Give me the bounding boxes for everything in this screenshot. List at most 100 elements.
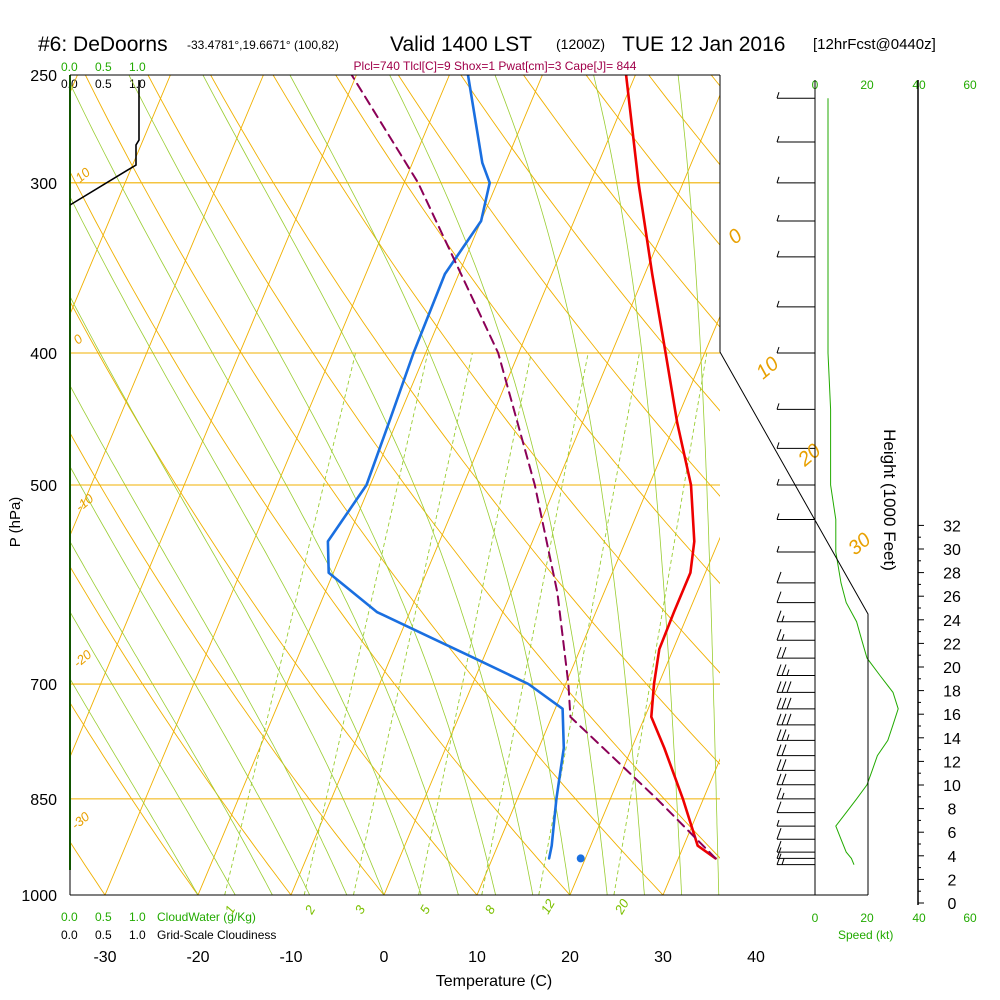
height-tick-label: 26: [943, 589, 961, 606]
y-tick-label: 500: [30, 478, 57, 495]
dry-adiabat-line: [710, 75, 720, 87]
temperature-surface-point: [730, 854, 738, 862]
height-tick-label: 28: [943, 566, 961, 583]
wind-barb-half-flag: [776, 346, 780, 354]
wind-barb-flag: [776, 801, 782, 813]
wind-barb: [776, 828, 815, 840]
x-tick-label: 30: [654, 949, 672, 966]
wind-barb-flag: [781, 759, 787, 771]
moist-adiabat-line: [677, 75, 720, 895]
wind-barb: [776, 759, 815, 771]
moist-adiabat-line: [70, 540, 273, 895]
speed-tick-bottom: 0: [812, 911, 819, 925]
wind-barb: [776, 214, 815, 222]
height-tick-label: 22: [943, 636, 961, 653]
temperature-axis-label: Temperature (C): [436, 973, 552, 990]
height-tick-label: 6: [948, 825, 957, 842]
isotherm-label: 10: [752, 353, 783, 384]
cloudiness-tick-bottom: 0.0: [61, 928, 78, 942]
height-tick-label: 16: [943, 707, 961, 724]
wind-barb-flag: [776, 759, 782, 771]
wind-barb-half-flag: [786, 734, 790, 741]
moist-adiabat-line: [70, 465, 310, 895]
height-tick-label: 20: [943, 660, 961, 677]
mixing-ratio-line: [224, 352, 356, 895]
station-title: #6: DeDoorns: [38, 33, 168, 56]
wind-barb-half-flag: [776, 300, 780, 308]
pressure-axis-label: P (hPa): [7, 497, 24, 548]
mixing-ratio-label: 3: [352, 902, 369, 916]
x-tick-label: 0: [380, 949, 389, 966]
y-tick-label: 1000: [21, 888, 57, 905]
wind-barb-flag: [786, 713, 792, 726]
wind-barb-half-flag: [786, 669, 790, 676]
x-tick-label: -20: [186, 949, 209, 966]
moist-adiabat-line: [70, 196, 422, 895]
height-tick-label: 4: [948, 849, 957, 866]
wind-barb-flag: [781, 646, 787, 659]
height-tick-label: 18: [943, 684, 961, 701]
wind-barb-flag: [776, 591, 782, 603]
wind-barb: [776, 681, 815, 693]
parcel-profile: [350, 75, 717, 860]
dewpoint-surface-point: [576, 854, 585, 863]
wind-barb-flag: [781, 713, 787, 726]
moist-adiabat-line: [70, 295, 385, 895]
wind-barb-flag: [776, 828, 782, 840]
height-tick-label: 32: [943, 518, 961, 535]
wind-barb-half-flag: [781, 792, 785, 800]
wind-barb: [776, 664, 815, 677]
dry-adiabat-line: [962, 75, 1000, 895]
cloudwater-label: CloudWater (g/Kg): [157, 910, 256, 924]
cloudiness-tick-top: 1.0: [129, 77, 146, 91]
height-tick-label: 24: [943, 613, 961, 630]
forecast-hour: [12hrFcst@0440z]: [813, 36, 936, 53]
cloudiness-label: Grid-Scale Cloudiness: [157, 928, 276, 942]
x-tick-label: 40: [747, 949, 765, 966]
dry-adiabat-line: [70, 432, 385, 895]
wind-barb: [776, 840, 815, 853]
x-tick-label: 10: [468, 949, 486, 966]
wind-barb: [776, 629, 815, 641]
temperature-profile: [624, 75, 717, 860]
wind-barb: [776, 346, 815, 354]
cloudiness-tick-bottom: 0.5: [95, 928, 112, 942]
valid-date: TUE 12 Jan 2016: [622, 33, 785, 56]
y-tick-label: 850: [30, 792, 57, 809]
y-tick-label: 700: [30, 677, 57, 694]
isotherm-label: 20: [793, 440, 825, 472]
wind-barb-half-flag: [776, 250, 780, 258]
speed-tick-bottom: 60: [963, 911, 977, 925]
cloud-profile: [69, 75, 140, 870]
wind-barb: [776, 787, 815, 800]
dry-adiabat-line: [210, 75, 720, 765]
mixing-ratio-label: 8: [482, 902, 499, 916]
isotherm-label: -10: [72, 490, 97, 514]
y-tick-label: 400: [30, 346, 57, 363]
wind-barb: [776, 176, 815, 184]
cloudiness-tick-bottom: 1.0: [129, 928, 146, 942]
dry-adiabat-line: [70, 300, 478, 895]
wind-barb-half-flag: [781, 858, 785, 865]
moist-adiabat-line: [494, 75, 645, 895]
wind-barb-flag: [781, 744, 787, 756]
wind-barb-flag: [776, 713, 782, 726]
speed-tick-top: 60: [963, 78, 977, 92]
wind-barb: [776, 853, 815, 866]
wind-barb-flag: [776, 646, 782, 659]
mixing-ratio-line: [303, 352, 429, 895]
wind-barb-half-flag: [776, 478, 780, 486]
wind-barb-half-flag: [776, 176, 780, 184]
isotherm-line: [70, 75, 171, 316]
wind-barb: [776, 478, 815, 486]
wind-barb: [776, 442, 815, 449]
wind-barb-flag: [776, 610, 782, 622]
mixing-ratio-label: 2: [301, 902, 318, 917]
moist-adiabat-line: [289, 75, 571, 895]
wind-barb: [776, 744, 815, 757]
moist-adiabat-line: [70, 82, 459, 895]
wind-barb-half-flag: [776, 135, 780, 143]
height-tick-label: 30: [943, 542, 961, 559]
wind-barb-flag: [781, 664, 787, 676]
